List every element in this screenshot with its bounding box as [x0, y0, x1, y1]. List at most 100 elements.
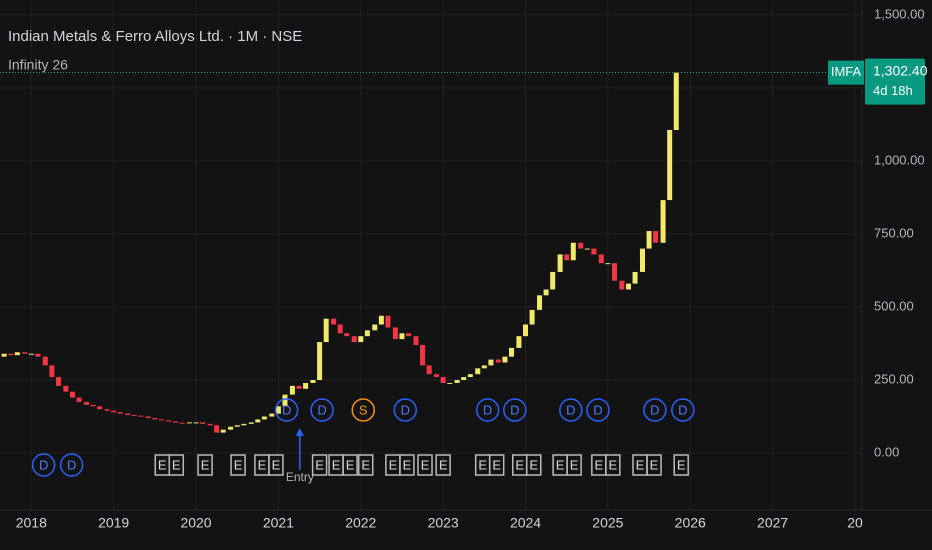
candle — [186, 422, 192, 424]
signal-box — [357, 454, 374, 476]
signal-label: E — [636, 457, 645, 472]
signal-label: E — [272, 457, 281, 472]
candle — [434, 374, 440, 378]
signal-label: D — [678, 402, 687, 417]
signal-label: E — [201, 457, 210, 472]
signal-box — [435, 454, 451, 476]
candle — [406, 333, 412, 337]
candle — [392, 327, 398, 340]
candle — [481, 365, 487, 369]
y-tick-label: 500.00 — [874, 298, 914, 313]
candle — [440, 377, 446, 383]
candle — [49, 365, 55, 378]
candle — [145, 416, 151, 418]
signal-label: E — [529, 457, 538, 472]
entry-label: Entry — [286, 470, 314, 484]
signal-box — [605, 454, 621, 476]
signal-circle — [31, 453, 56, 477]
candle — [282, 394, 288, 407]
signal-circle — [59, 453, 84, 477]
candle — [104, 409, 110, 411]
y-tick-label: 1,000.00 — [874, 152, 925, 167]
signal-label: E — [403, 457, 412, 472]
candle — [611, 263, 617, 281]
signal-box — [417, 454, 433, 476]
candle — [564, 254, 570, 261]
signal-circle — [310, 398, 334, 422]
signal-circle — [559, 398, 583, 422]
candle — [550, 271, 556, 290]
candle — [344, 333, 350, 337]
x-tick-label: 2021 — [263, 515, 294, 531]
signal-label: E — [158, 457, 167, 472]
candle — [117, 412, 123, 414]
candle — [351, 336, 357, 343]
signal-label: E — [608, 457, 617, 472]
candle — [605, 263, 611, 265]
signal-circle — [351, 398, 376, 422]
x-tick-label: 2026 — [675, 515, 706, 531]
signal-label: E — [389, 457, 398, 472]
candle — [584, 248, 590, 250]
candle — [639, 248, 645, 272]
x-tick-label: 20 — [847, 515, 863, 531]
candle — [220, 429, 226, 433]
signal-box — [168, 454, 185, 476]
candle — [420, 344, 426, 366]
candle — [467, 374, 473, 378]
signal-label: D — [566, 402, 575, 417]
candle — [207, 423, 213, 426]
candle — [152, 417, 158, 420]
candle — [358, 336, 364, 343]
signal-label: D — [650, 402, 659, 417]
candle — [97, 406, 103, 410]
signal-label: E — [234, 457, 243, 472]
x-tick-label: 2025 — [592, 515, 623, 531]
signal-label: E — [570, 457, 579, 472]
candle — [55, 377, 61, 386]
indicator-name: Infinity 26 — [8, 57, 68, 73]
x-tick-label: 2023 — [428, 515, 459, 531]
signal-box — [197, 454, 213, 476]
candle — [234, 425, 240, 427]
candle — [63, 385, 69, 392]
candle — [529, 309, 535, 325]
signal-box — [399, 454, 415, 476]
candle — [111, 410, 117, 413]
candle — [214, 425, 220, 433]
candle — [269, 413, 275, 417]
candle — [310, 380, 316, 383]
candle — [69, 391, 75, 398]
signal-box — [230, 454, 246, 476]
candle — [261, 416, 267, 420]
signal-circle — [671, 398, 695, 422]
signal-label: E — [492, 457, 501, 472]
signal-label: D — [593, 402, 602, 417]
candle — [454, 380, 460, 383]
candle — [158, 419, 164, 421]
symbol-label: IMFA — [831, 64, 862, 79]
signal-box — [526, 454, 542, 476]
signal-circle — [475, 398, 500, 422]
signal-label: E — [315, 457, 324, 472]
candle — [488, 359, 494, 366]
candle — [570, 242, 576, 261]
x-tick-label: 2022 — [345, 515, 376, 531]
signal-label: E — [421, 457, 430, 472]
signal-label: D — [317, 402, 326, 417]
candle — [35, 353, 41, 357]
candle — [646, 231, 652, 249]
candle — [625, 283, 631, 290]
candle — [660, 200, 666, 243]
candle — [248, 422, 254, 424]
signal-label: E — [677, 457, 686, 472]
signal-label: D — [401, 402, 410, 417]
candle — [289, 385, 295, 395]
candle — [90, 404, 96, 407]
candle — [413, 336, 419, 345]
x-tick-label: 2027 — [757, 515, 788, 531]
candle — [364, 330, 370, 337]
candle — [14, 352, 20, 356]
